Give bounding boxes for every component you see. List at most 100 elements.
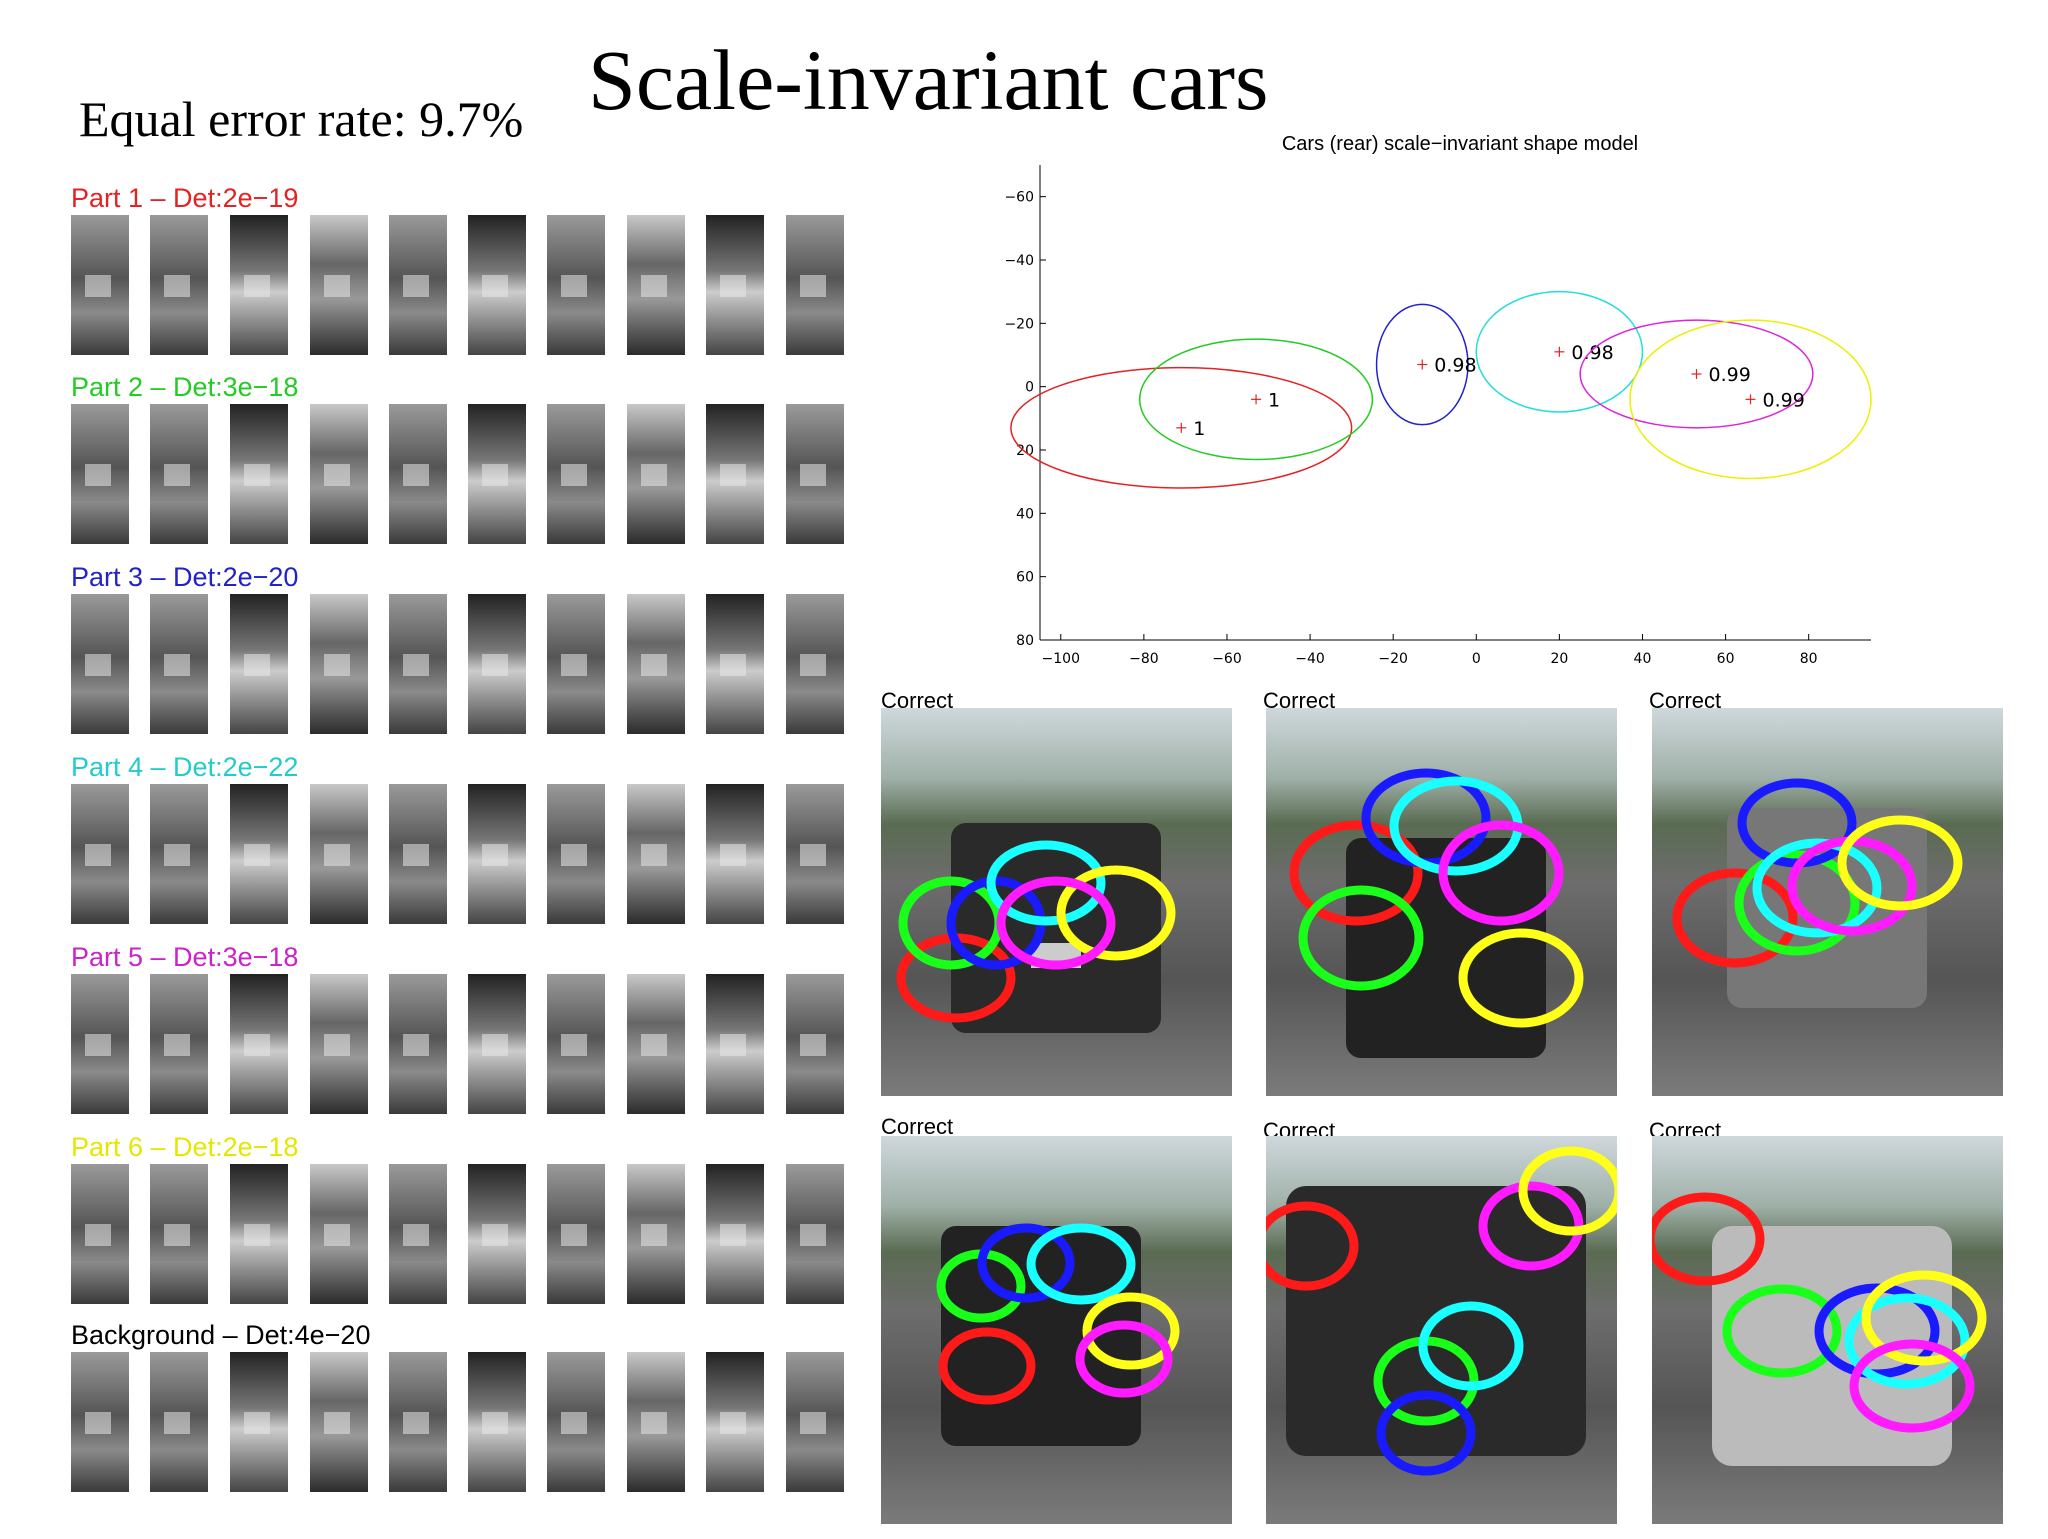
car-rear-image (1266, 1146, 1617, 1476)
feature-patch (310, 1164, 368, 1304)
part-1-label: Part 1 – Det:2e−19 (71, 183, 299, 213)
feature-patch (71, 1352, 129, 1492)
feature-patch (150, 594, 208, 734)
feature-patch (310, 974, 368, 1114)
x-tick-label: −40 (1295, 651, 1325, 667)
feature-patch (468, 404, 526, 544)
feature-patch (547, 1164, 605, 1304)
feature-patch (786, 215, 844, 355)
part-2-value-label: 1 (1268, 389, 1280, 411)
feature-patch (150, 1352, 208, 1492)
part-3-label: Part 3 – Det:2e−20 (71, 562, 299, 592)
y-tick-label: 80 (1016, 633, 1034, 649)
feature-patch (389, 404, 447, 544)
feature-patch (627, 404, 685, 544)
x-tick-label: 0 (1472, 651, 1481, 667)
feature-patch (71, 1164, 129, 1304)
feature-patch (71, 594, 129, 734)
slide-title: Scale-invariant cars (588, 32, 1269, 128)
y-tick-label: −40 (1004, 253, 1034, 269)
feature-patch (150, 215, 208, 355)
feature-patch (706, 594, 764, 734)
part-2-ellipse (1138, 338, 1374, 461)
feature-patch (230, 404, 288, 544)
feature-patch (310, 1352, 368, 1492)
car-rear-image (1652, 1192, 1987, 1466)
chart-title: Cars (rear) scale−invariant shape model (1282, 133, 1638, 155)
feature-patch (706, 784, 764, 924)
y-tick-label: −60 (1004, 190, 1034, 206)
shape-model-chart: Cars (rear) scale−invariant shape model … (1004, 133, 1872, 667)
feature-patch (310, 784, 368, 924)
detection-photo-4 (881, 1136, 1232, 1524)
part-1-ellipse (1010, 366, 1353, 489)
feature-patch (786, 594, 844, 734)
x-tick-label: 80 (1800, 651, 1818, 667)
y-tick-label: 40 (1016, 506, 1034, 522)
x-tick-label: −60 (1212, 651, 1242, 667)
feature-patch (706, 215, 764, 355)
feature-patch (706, 1164, 764, 1304)
feature-patch (150, 404, 208, 544)
feature-patch (150, 974, 208, 1114)
feature-patch (468, 784, 526, 924)
part-1-value-label: 1 (1193, 418, 1205, 440)
background-label: Background – Det:4e−20 (71, 1320, 371, 1350)
feature-patch (627, 1352, 685, 1492)
feature-patch (627, 594, 685, 734)
feature-patch (786, 784, 844, 924)
feature-patch (150, 784, 208, 924)
feature-patch (389, 215, 447, 355)
part-4-label: Part 4 – Det:2e−22 (71, 752, 299, 782)
feature-patch (150, 1164, 208, 1304)
x-tick-label: 40 (1634, 651, 1652, 667)
photo-4-caption: Correct (881, 1114, 954, 1139)
chart-marks: 1 1 0.98 0.98 0.99 0.99 (1010, 290, 1872, 489)
feature-patch (706, 1352, 764, 1492)
feature-patch (230, 1164, 288, 1304)
feature-patch (230, 594, 288, 734)
feature-patch (468, 974, 526, 1114)
feature-patch (627, 215, 685, 355)
part-3-value-label: 0.98 (1434, 355, 1476, 377)
car-rear-image (896, 823, 1176, 1033)
feature-patch (547, 974, 605, 1114)
feature-patch (230, 784, 288, 924)
feature-patch (389, 784, 447, 924)
x-tick-label: 20 (1550, 651, 1568, 667)
x-tick-label: −80 (1129, 651, 1159, 667)
feature-patch (627, 974, 685, 1114)
part-5-value-label: 0.99 (1708, 364, 1750, 386)
y-tick-label: 0 (1025, 380, 1034, 396)
x-tick-label: 60 (1717, 651, 1735, 667)
detection-photo-2 (1266, 708, 1617, 1096)
car-rear-image (1672, 778, 1963, 1008)
feature-patch (389, 1352, 447, 1492)
feature-patch (230, 1352, 288, 1492)
part-4-value-label: 0.98 (1571, 342, 1613, 364)
part-6-label: Part 6 – Det:2e−18 (71, 1132, 299, 1162)
feature-patch (468, 1164, 526, 1304)
feature-patch (389, 974, 447, 1114)
feature-patch (627, 1164, 685, 1304)
feature-patch (468, 594, 526, 734)
detection-photo-5 (1266, 1136, 1617, 1524)
part-5-label: Part 5 – Det:3e−18 (71, 942, 299, 972)
x-tick-label: −100 (1042, 651, 1080, 667)
feature-patch (71, 784, 129, 924)
part-6-ellipse (1629, 319, 1872, 480)
chart-axes: −100 −80 −60 −40 −20 0 20 40 60 80−60−40−20020406… (1004, 165, 1871, 667)
detection-photo-1 (881, 708, 1232, 1096)
x-tick-label: −20 (1378, 651, 1408, 667)
part-6-value-label: 0.99 (1763, 389, 1805, 411)
feature-patch (71, 974, 129, 1114)
feature-patch (71, 404, 129, 544)
detection-photo-6 (1652, 1136, 2003, 1524)
y-tick-label: 60 (1016, 570, 1034, 586)
car-rear-image (1289, 768, 1584, 1058)
feature-patch (547, 594, 605, 734)
feature-patch (786, 1352, 844, 1492)
feature-patch (230, 215, 288, 355)
part-2-label: Part 2 – Det:3e−18 (71, 372, 299, 402)
feature-patch (786, 974, 844, 1114)
